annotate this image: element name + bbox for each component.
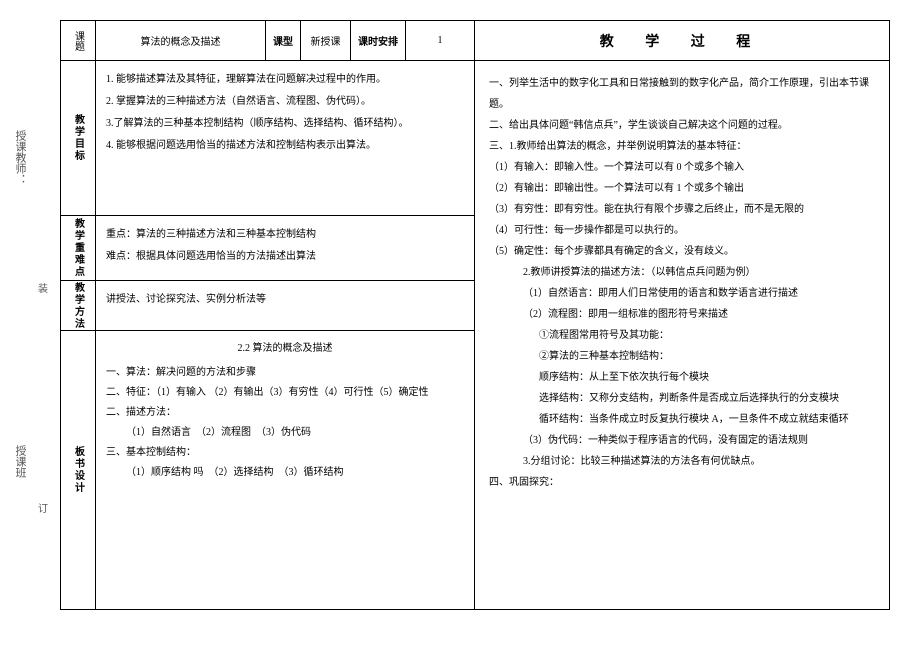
method-section: 教学方法 讲授法、讨论探究法、实例分析法等 xyxy=(61,281,474,331)
schedule-label: 课时安排 xyxy=(351,21,406,60)
process-line: （2）有输出：即输出性。一个算法可以有 1 个或多个输出 xyxy=(489,178,875,199)
method-label: 教学方法 xyxy=(61,281,96,330)
binding-mark-2: 订 xyxy=(38,500,48,515)
process-line: （3）有穷性：即有穷性。能在执行有限个步骤之后终止，而不是无限的 xyxy=(489,199,875,220)
emphasis-key: 重点：算法的三种描述方法和三种基本控制结构 xyxy=(106,224,464,246)
goal-item: 2. 掌握算法的三种描述方法（自然语言、流程图、伪代码）。 xyxy=(106,91,464,113)
process-title: 教 学 过 程 xyxy=(475,21,889,61)
side-label-teacher: 授课教师： xyxy=(12,130,28,185)
process-line: 选择结构：又称分支结构，判断条件是否成立后选择执行的分支模块 xyxy=(489,388,875,409)
emphasis-body: 重点：算法的三种描述方法和三种基本控制结构 难点：根据具体问题选用恰当的方法描述… xyxy=(96,216,474,280)
emphasis-label: 教学重难点 xyxy=(61,216,96,280)
process-line: （1）有输入：即输入性。一个算法可以有 0 个或多个输入 xyxy=(489,157,875,178)
board-title: 2.2 算法的概念及描述 xyxy=(106,339,464,359)
goal-item: 1. 能够描述算法及其特征，理解算法在问题解决过程中的作用。 xyxy=(106,69,464,91)
side-label-class: 授课班 xyxy=(12,445,28,478)
process-line: （2）流程图：即用一组标准的图形符号来描述 xyxy=(489,304,875,325)
board-body: 2.2 算法的概念及描述 一、算法：解决问题的方法和步骤 二、特征：（1）有输入… xyxy=(96,331,474,609)
process-line: 顺序结构：从上至下依次执行每个模块 xyxy=(489,367,875,388)
process-line: （3）伪代码：一种类似于程序语言的代码，没有固定的语法规则 xyxy=(489,430,875,451)
emphasis-section: 教学重难点 重点：算法的三种描述方法和三种基本控制结构 难点：根据具体问题选用恰… xyxy=(61,216,474,281)
lesson-plan-page: 课题 算法的概念及描述 课型 新授课 课时安排 1 教学目标 1. 能够描述算法… xyxy=(60,20,890,610)
process-line: （4）可行性：每一步操作都是可以执行的。 xyxy=(489,220,875,241)
board-line: 一、算法：解决问题的方法和步骤 xyxy=(106,363,464,383)
goal-item: 3.了解算法的三种基本控制结构（顺序结构、选择结构、循环结构）。 xyxy=(106,113,464,135)
method-body: 讲授法、讨论探究法、实例分析法等 xyxy=(96,281,474,330)
goals-section: 教学目标 1. 能够描述算法及其特征，理解算法在问题解决过程中的作用。 2. 掌… xyxy=(61,61,474,216)
goal-item: 4. 能够根据问题选用恰当的描述方法和控制结构表示出算法。 xyxy=(106,135,464,157)
type-value: 新授课 xyxy=(301,21,351,60)
goals-label: 教学目标 xyxy=(61,61,96,215)
process-line: 一、列举生活中的数字化工具和日常接触到的数字化产品，简介工作原理，引出本节课题。 xyxy=(489,73,875,115)
right-column: 教 学 过 程 一、列举生活中的数字化工具和日常接触到的数字化产品，简介工作原理… xyxy=(475,21,889,609)
schedule-value: 1 xyxy=(406,21,474,60)
process-line: ①流程图常用符号及其功能： xyxy=(489,325,875,346)
board-label: 板书设计 xyxy=(61,331,96,609)
binding-mark-1: 装 xyxy=(38,280,48,295)
process-line: 二、给出具体问题“韩信点兵”，学生谈谈自己解决这个问题的过程。 xyxy=(489,115,875,136)
process-line: 2.教师讲授算法的描述方法：（以韩信点兵问题为例） xyxy=(489,262,875,283)
process-line: 循环结构：当条件成立时反复执行模块 A，一旦条件不成立就结束循环 xyxy=(489,409,875,430)
process-line: （1）自然语言：即用人们日常使用的语言和数学语言进行描述 xyxy=(489,283,875,304)
board-line: 二、特征：（1）有输入 （2）有输出（3）有穷性（4）可行性（5）确定性 xyxy=(106,383,464,403)
type-label: 课型 xyxy=(266,21,301,60)
board-line: 三、基本控制结构： xyxy=(106,443,464,463)
process-line: 三、1.教师给出算法的概念，并举例说明算法的基本特征： xyxy=(489,136,875,157)
process-body: 一、列举生活中的数字化工具和日常接触到的数字化产品，简介工作原理，引出本节课题。… xyxy=(475,61,889,609)
board-line: （1）顺序结构 吗 （2）选择结构 （3）循环结构 xyxy=(106,463,464,483)
process-line: 3.分组讨论：比较三种描述算法的方法各有何优缺点。 xyxy=(489,451,875,472)
goals-body: 1. 能够描述算法及其特征，理解算法在问题解决过程中的作用。 2. 掌握算法的三… xyxy=(96,61,474,215)
header-row: 课题 算法的概念及描述 课型 新授课 课时安排 1 xyxy=(61,21,474,61)
left-column: 课题 算法的概念及描述 课型 新授课 课时安排 1 教学目标 1. 能够描述算法… xyxy=(61,21,475,609)
board-section: 板书设计 2.2 算法的概念及描述 一、算法：解决问题的方法和步骤 二、特征：（… xyxy=(61,331,474,609)
topic-label: 课题 xyxy=(61,21,96,60)
board-line: 二、描述方法： xyxy=(106,403,464,423)
topic-value: 算法的概念及描述 xyxy=(96,21,266,60)
board-line: （1）自然语言 （2）流程图 （3）伪代码 xyxy=(106,423,464,443)
process-line: （5）确定性：每个步骤都具有确定的含义，没有歧义。 xyxy=(489,241,875,262)
emphasis-diff: 难点：根据具体问题选用恰当的方法描述出算法 xyxy=(106,246,464,268)
process-line: 四、巩固探究： xyxy=(489,472,875,493)
process-line: ②算法的三种基本控制结构： xyxy=(489,346,875,367)
